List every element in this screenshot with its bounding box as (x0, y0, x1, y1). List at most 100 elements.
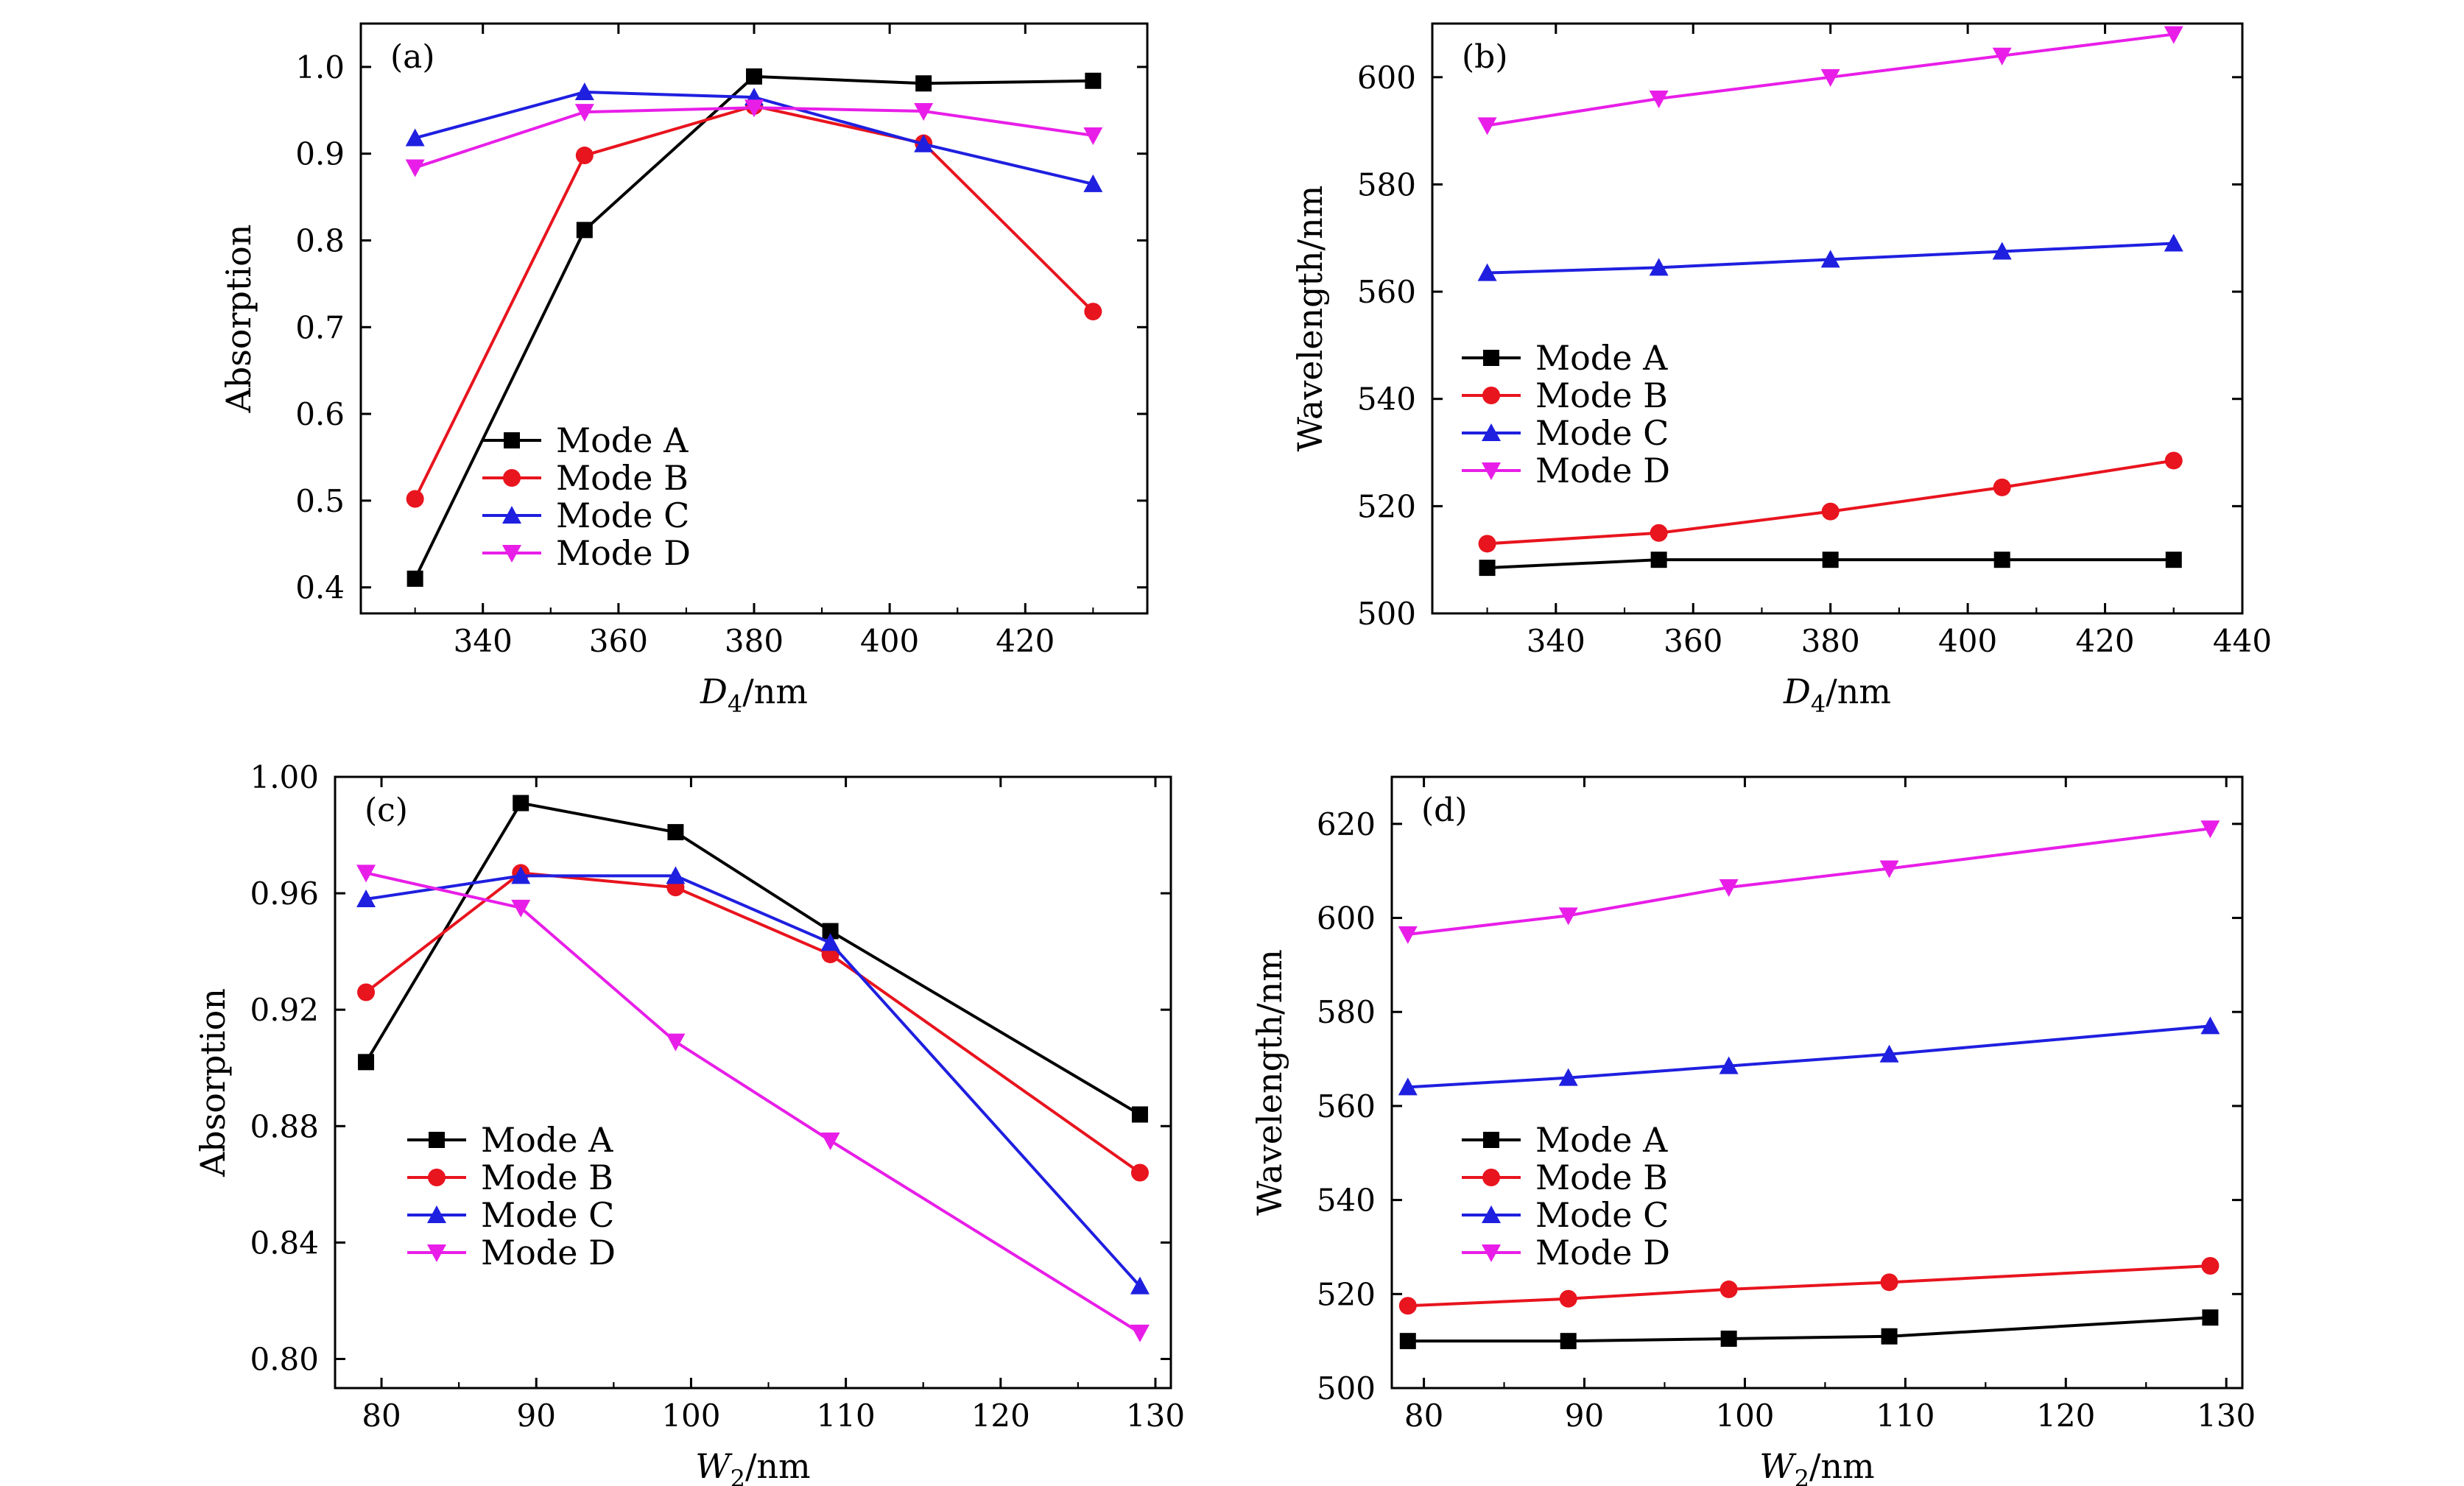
data-point-mode-a (1822, 552, 1839, 568)
legend-label: Mode B (481, 1158, 613, 1197)
legend-label: Mode C (1535, 413, 1669, 453)
y-tick-label: 0.84 (250, 1225, 319, 1261)
y-tick-label: 600 (1357, 60, 1416, 96)
y-tick-label: 0.4 (295, 570, 345, 606)
x-tick-label: 340 (1527, 623, 1585, 659)
x-axis-title: W2/nm (695, 1446, 810, 1486)
series-line-mode-a (1407, 1316, 2211, 1343)
y-tick-label: 580 (1357, 166, 1416, 203)
data-point-mode-b (1880, 1273, 1898, 1292)
data-point-mode-a (576, 222, 593, 239)
legend-label: Mode C (481, 1195, 614, 1235)
data-point-mode-c (914, 134, 934, 152)
data-point-mode-a (667, 824, 684, 841)
y-tick-label: 560 (1317, 1088, 1376, 1124)
legend-marker (1482, 423, 1501, 441)
y-tick-label: 0.88 (250, 1108, 319, 1144)
plot-frame (1390, 775, 2244, 1390)
legend-label: Mode D (481, 1233, 616, 1272)
legend-label: Mode D (1535, 451, 1670, 490)
x-axis-title: W2/nm (1759, 1446, 1874, 1486)
data-point-mode-c (1820, 250, 1840, 268)
x-tick-label: 120 (971, 1398, 1030, 1434)
legend-label: Mode A (556, 420, 689, 460)
x-tick-label: 110 (1876, 1398, 1935, 1434)
data-point-mode-c (2164, 233, 2183, 252)
legend-label: Mode A (1535, 338, 1668, 378)
y-tick-label: 0.9 (295, 136, 345, 172)
legend-label: Mode C (1535, 1195, 1669, 1235)
data-point-mode-a (1479, 560, 1496, 577)
legend-marker (1482, 1169, 1500, 1186)
data-point-mode-d (820, 1133, 840, 1151)
data-point-mode-d (1083, 127, 1103, 145)
x-tick-label: 340 (454, 623, 513, 659)
legend-marker (429, 1132, 445, 1148)
data-point-mode-c (1398, 1077, 1418, 1096)
data-point-mode-d (1130, 1324, 1150, 1342)
y-tick-label: 0.5 (295, 483, 345, 519)
data-point-mode-a (746, 68, 762, 85)
legend-marker (1482, 1244, 1501, 1262)
legend-label: Mode A (1535, 1120, 1668, 1160)
x-tick-label: 80 (362, 1398, 401, 1434)
series-line-mode-a (365, 801, 1141, 1116)
data-point-mode-d (511, 899, 531, 918)
data-point-mode-b (1719, 1280, 1738, 1298)
data-point-mode-c (1649, 258, 1669, 276)
data-point-mode-c (1558, 1068, 1578, 1086)
data-point-mode-b (1650, 524, 1668, 542)
data-point-mode-c (2200, 1016, 2220, 1035)
data-point-mode-d (1992, 47, 2012, 66)
data-point-mode-a (406, 570, 423, 587)
legend-label: Mode D (556, 533, 691, 573)
x-tick-label: 100 (661, 1398, 720, 1434)
data-point-mode-b (2201, 1257, 2220, 1275)
x-tick-label: 90 (517, 1398, 556, 1434)
legend-label: Mode D (1535, 1233, 1670, 1272)
data-point-mode-d (1820, 68, 1840, 87)
chart-panel-b: 340 360 380 400 420 440 500 520 540 560 580 600 (b) D… (1290, 22, 2272, 718)
panel-label: (a) (390, 38, 435, 76)
x-tick-label: 90 (1565, 1398, 1604, 1434)
data-point-mode-b (1130, 1163, 1149, 1182)
y-tick-label: 580 (1317, 994, 1376, 1030)
data-point-mode-c (1879, 1044, 1899, 1063)
y-axis-title: Wavelength/nm (1250, 949, 1289, 1216)
panel-label: (c) (365, 792, 408, 829)
data-point-mode-c (820, 933, 840, 951)
x-tick-label: 440 (2213, 623, 2272, 659)
data-point-mode-c (1992, 242, 2012, 260)
data-point-mode-a (1131, 1106, 1148, 1123)
x-tick-label: 130 (2197, 1398, 2256, 1434)
data-point-mode-b (1084, 303, 1102, 321)
x-tick-label: 420 (996, 623, 1055, 659)
x-tick-label: 360 (1664, 623, 1722, 659)
data-point-mode-d (914, 102, 934, 121)
data-point-mode-c (1130, 1276, 1150, 1295)
legend-marker (1482, 1205, 1501, 1223)
data-point-mode-a (2165, 552, 2182, 568)
y-tick-label: 0.8 (295, 222, 345, 258)
legend-marker (1483, 1132, 1499, 1148)
data-point-mode-c (356, 890, 376, 907)
x-tick-label: 420 (2075, 623, 2134, 659)
series-line-mode-a (413, 74, 1094, 580)
chart-panel-a: 340 360 380 400 420 0.4 0.5 0.6 0.7 0.8 0.9 1.0 (a) D… (219, 22, 1149, 718)
data-point-mode-d (1477, 117, 1497, 135)
data-point-mode-d (1719, 879, 1739, 898)
data-point-mode-d (356, 865, 376, 883)
legend-marker (503, 469, 521, 487)
data-point-mode-d (1879, 860, 1899, 878)
y-tick-label: 0.6 (295, 396, 345, 432)
x-tick-label: 130 (1126, 1398, 1185, 1434)
data-point-mode-c (511, 866, 531, 884)
y-tick-label: 500 (1357, 596, 1416, 632)
data-point-mode-b (406, 490, 424, 508)
x-tick-label: 400 (1938, 623, 1997, 659)
data-point-mode-c (1719, 1056, 1739, 1074)
chart-panel-d: 80 90 100 110 120 130 500 520 540 560 580 600 620 (d)… (1250, 775, 2256, 1486)
plot-frame (334, 775, 1172, 1390)
data-point-mode-d (574, 104, 594, 122)
x-tick-label: 380 (725, 623, 784, 659)
